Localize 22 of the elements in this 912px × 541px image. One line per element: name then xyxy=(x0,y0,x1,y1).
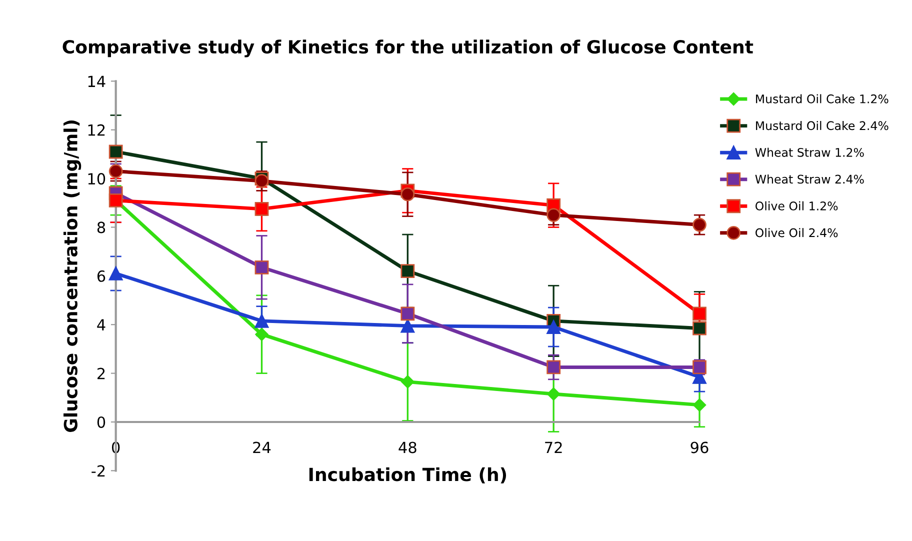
x-tick-label: 24 xyxy=(253,442,271,454)
y-tick-label: 14 xyxy=(88,76,106,87)
y-tick-label: 12 xyxy=(88,124,105,136)
y-tick-label: 2 xyxy=(98,368,105,380)
y-tick-label: -2 xyxy=(92,465,105,476)
legend-label: Olive Oil 2.4% xyxy=(756,228,838,238)
legend-label: Olive Oil 1.2% xyxy=(756,201,838,210)
chart-title: Comparative study of Kinetics for the utilization of Glucose Content xyxy=(62,40,754,58)
x-axis-title: Incubation Time (h) xyxy=(309,467,506,484)
y-tick-label: 8 xyxy=(97,222,106,234)
y-axis-title: Glucose concentration (mg/ml) xyxy=(63,120,82,432)
legend-label: Wheat Straw 1.2% xyxy=(755,148,864,157)
y-tick-label: 6 xyxy=(97,270,106,282)
y-tick-label: 4 xyxy=(97,319,106,330)
x-tick-label: 96 xyxy=(690,442,708,454)
y-tick-label: 10 xyxy=(88,172,106,185)
legend-label: Wheat Straw 2.4% xyxy=(755,174,864,184)
legend-label: Mustard Oil Cake 1.2% xyxy=(756,94,888,104)
x-tick-label: 48 xyxy=(398,442,416,454)
legend-label: Mustard Oil Cake 2.4% xyxy=(756,120,888,130)
x-tick-label: 72 xyxy=(545,442,562,454)
y-tick-label: 0 xyxy=(97,416,106,428)
